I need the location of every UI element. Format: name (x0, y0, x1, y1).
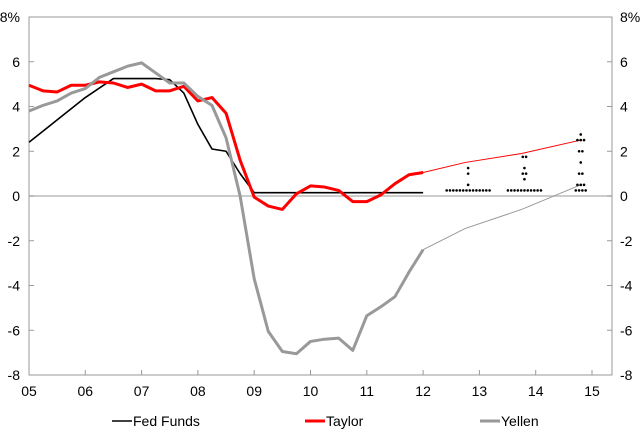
fomc-dot (577, 149, 581, 153)
taylor-line (28, 80, 424, 211)
fomc-dot (584, 189, 587, 192)
fomc-dot (451, 189, 455, 192)
legend-label: Taylor (326, 413, 364, 429)
fomc-dot (579, 183, 583, 187)
fomc-dot (582, 138, 586, 142)
fomc-dot (471, 189, 475, 192)
fomc-dot (582, 183, 586, 187)
fomc-dot (448, 189, 452, 192)
yellen-projection-line (422, 184, 581, 251)
fomc-dot (521, 155, 525, 159)
y-tick-label-right: 8% (620, 9, 640, 25)
fomc-dot (519, 189, 523, 192)
fomc-dot (533, 189, 536, 192)
fomc-dot (526, 189, 530, 192)
fomc-dot (579, 161, 583, 164)
fomc-dot (523, 166, 526, 170)
y-tick-label-right: 0 (620, 188, 628, 204)
fomc-dot (576, 138, 579, 142)
fomc-dot (465, 189, 468, 192)
fomc-dot (579, 138, 583, 142)
legend-label: Fed Funds (133, 413, 200, 429)
y-tick-label-right: 4 (620, 99, 628, 115)
fomc-dot (513, 189, 516, 192)
y-tick-label-left: -2 (8, 233, 21, 249)
fomc-dot (523, 189, 526, 192)
fomc-dot (579, 133, 583, 136)
y-tick-label-left: -8 (8, 367, 21, 383)
fomc-dot (506, 189, 510, 192)
fomc-dot (577, 189, 581, 192)
fomc-dot (574, 189, 578, 192)
x-tick-label: 10 (303, 383, 319, 399)
y-tick-label-left: 8% (0, 9, 20, 25)
y-tick-label-right: -2 (620, 233, 633, 249)
fomc-dot (445, 189, 448, 192)
x-tick-label: 05 (21, 383, 37, 399)
fomc-dot (523, 177, 526, 181)
x-tick-label: 14 (528, 383, 544, 399)
y-tick-label-left: -6 (8, 322, 21, 338)
fomc-dot (536, 189, 539, 192)
y-tick-label-left: 0 (12, 188, 20, 204)
fomc-dot (576, 183, 579, 187)
x-tick-label: 06 (78, 383, 94, 399)
fomc-dot (577, 172, 581, 175)
y-tick-label-left: -4 (8, 278, 21, 294)
y-tick-label-right: -4 (620, 278, 633, 294)
yellen-line (28, 61, 425, 356)
fomc-dot (468, 189, 472, 192)
fomc-dot (539, 189, 543, 192)
fomc-dot (524, 172, 528, 175)
fomc-dot (455, 189, 458, 192)
legend-label: Yellen (501, 413, 539, 429)
fomc-dot (458, 189, 462, 192)
y-tick-label-right: 2 (620, 143, 628, 159)
x-tick-label: 07 (134, 383, 150, 399)
x-tick-label: 08 (190, 383, 206, 399)
fed-funds-line (28, 77, 424, 194)
taylor-projection-line (422, 139, 581, 173)
y-tick-label-right: -6 (620, 322, 633, 338)
fomc-dot (481, 189, 485, 192)
x-tick-label: 13 (472, 383, 488, 399)
fomc-dot (478, 189, 481, 192)
fomc-dot (475, 189, 478, 192)
fomc-dot (581, 172, 584, 175)
y-tick-label-right: 6 (620, 54, 628, 70)
fomc-dot (524, 155, 528, 159)
x-tick-label: 12 (415, 383, 431, 399)
y-tick-label-left: 4 (12, 99, 20, 115)
fomc-dot (466, 166, 470, 170)
fomc-dot (488, 189, 491, 192)
fomc-dot (461, 189, 465, 192)
x-tick-label: 09 (246, 383, 262, 399)
fomc-dot (509, 189, 513, 192)
fomc-dot (484, 189, 488, 192)
fomc-dot (581, 149, 584, 153)
fomc-dot (529, 189, 533, 192)
fomc-dot (516, 189, 520, 192)
fomc-dot (581, 189, 584, 192)
y-tick-label-right: -8 (620, 367, 633, 383)
y-tick-label-left: 2 (12, 143, 20, 159)
x-tick-label: 15 (584, 383, 600, 399)
fomc-dot (521, 172, 525, 175)
y-tick-label-left: 6 (12, 54, 20, 70)
fomc-dot (466, 172, 470, 175)
fomc-dot (466, 183, 470, 187)
x-tick-label: 11 (360, 383, 375, 399)
